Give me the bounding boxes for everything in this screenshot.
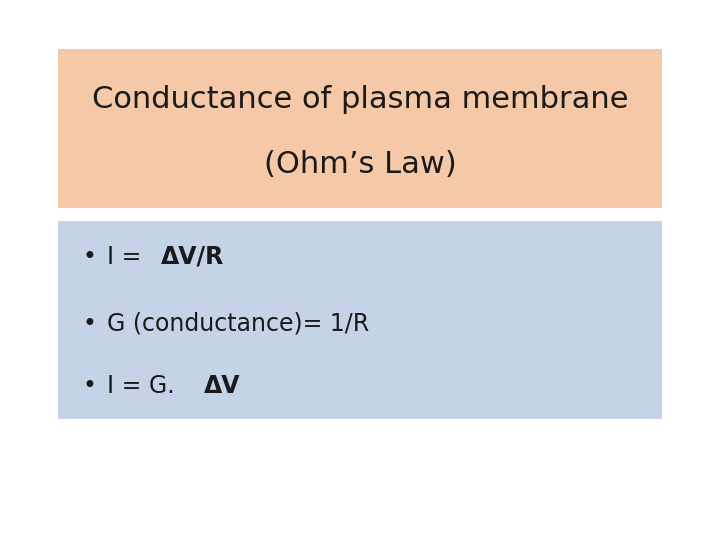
FancyBboxPatch shape bbox=[58, 221, 662, 418]
Text: I =: I = bbox=[107, 245, 148, 268]
Text: ΔV: ΔV bbox=[204, 374, 240, 398]
Text: •: • bbox=[83, 312, 96, 336]
Text: I = G.: I = G. bbox=[107, 374, 181, 398]
FancyBboxPatch shape bbox=[58, 49, 662, 208]
Text: •: • bbox=[83, 374, 96, 398]
Text: •: • bbox=[83, 245, 96, 268]
Text: (Ohm’s Law): (Ohm’s Law) bbox=[264, 150, 456, 179]
Text: Conductance of plasma membrane: Conductance of plasma membrane bbox=[91, 85, 629, 114]
Text: G (conductance)= 1/R: G (conductance)= 1/R bbox=[107, 312, 369, 336]
Text: ΔV/R: ΔV/R bbox=[161, 245, 224, 268]
